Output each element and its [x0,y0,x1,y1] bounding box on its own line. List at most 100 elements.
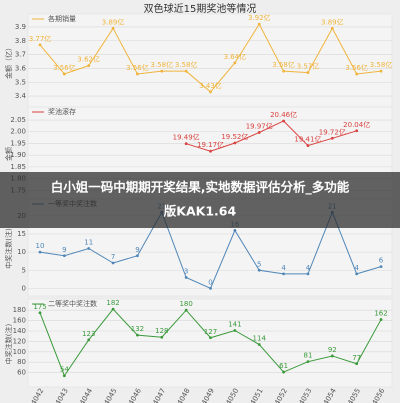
value-label: 9 [135,246,139,254]
point [62,254,66,258]
value-label: 3.64亿 [224,52,247,61]
point [184,276,188,279]
value-label: 92 [328,346,337,354]
value-label: 19.41亿 [294,135,321,144]
y-axis-label: 中奖注数(注) [4,324,13,365]
value-label: 77 [352,354,361,362]
y-tick-label: 5 [22,266,26,274]
point [209,149,212,153]
value-label: 127 [204,328,217,336]
value-label: 162 [374,310,387,318]
value-label: 4 [306,264,311,272]
point [257,131,261,134]
point [355,272,359,276]
point [87,64,91,68]
value-label: 11 [84,239,93,247]
value-label: 19.52亿 [221,132,248,141]
point [87,247,91,250]
value-label: 19.49亿 [173,133,200,142]
point [184,308,188,312]
point [233,228,237,232]
y-tick-label: 2.05 [10,116,26,124]
point [209,90,212,94]
point [330,354,334,358]
value-label: 3.58亿 [370,60,393,69]
value-label: 20.04亿 [343,120,370,129]
y-tick-label: 120 [13,337,26,345]
legend-label: 奖池滚存 [48,107,76,116]
point [209,286,212,290]
banner-background [0,172,400,228]
value-label: 4 [281,264,286,272]
legend-label: 各期销量 [48,14,76,23]
y-axis-label: 金额 [4,147,13,161]
value-label: 128 [155,327,168,335]
y-tick-label: 15 [17,230,26,238]
legend-label: 二等奖中奖注数 [48,299,97,308]
y-tick-label: 1.85 [10,163,26,171]
value-label: 6 [379,257,384,265]
point [233,329,237,332]
value-label: 10 [36,242,45,250]
plot-area [27,298,393,388]
point [355,129,359,133]
point [379,69,383,73]
value-label: 114 [253,335,267,343]
value-label: 180 [179,300,192,308]
value-label: 3.43亿 [199,81,222,90]
value-label: 123 [82,330,95,338]
y-tick-label: 0 [22,284,26,292]
value-label: 3.56亿 [53,63,76,72]
point [306,144,310,147]
chart-title: 双色球近15期奖池等情况 [144,2,257,15]
value-label: 54 [60,366,69,374]
value-label: 81 [303,352,312,360]
point [330,136,334,140]
point [209,336,212,340]
point [282,370,285,374]
value-label: 9 [62,246,66,254]
value-label: 3.89亿 [321,17,344,26]
point [136,72,139,76]
value-label: 3.58亿 [151,60,174,69]
point [184,69,188,73]
point [306,360,310,364]
y-tick-label: 3.5 [15,78,26,86]
y-tick-label: 160 [13,317,26,325]
value-label: 3.89亿 [102,17,125,26]
point [136,333,139,337]
point [257,268,261,272]
y-axis-label: 金额（亿） [4,44,13,79]
value-label: 4 [354,264,359,272]
value-label: 175 [33,303,46,311]
point [62,72,66,76]
y-tick-label: 60 [17,369,26,377]
value-label: 3.56亿 [345,63,368,72]
point [330,26,334,30]
value-label: 132 [131,325,144,333]
point [282,119,285,123]
point [184,142,188,146]
point [379,318,383,321]
value-label: 182 [106,299,119,307]
point [136,254,139,258]
value-label: 3.56亿 [126,63,149,72]
y-axis-label: 中奖注数(注) [4,228,13,269]
point [355,362,359,366]
point [282,272,285,276]
point [38,250,42,254]
y-tick-label: 3.7 [15,51,26,59]
y-tick-label: 2.00 [10,128,26,136]
y-tick-label: 180 [13,306,26,314]
y-tick-label: 80 [17,358,26,366]
value-label: 61 [279,362,288,370]
point [160,335,164,339]
banner-text: 版KAK1.64 [164,204,237,219]
y-tick-label: 1.90 [10,151,26,159]
y-tick-label: 3.6 [15,64,27,72]
value-label: 3.58亿 [272,60,295,69]
value-label: 5 [257,260,261,268]
value-label: 3.57亿 [297,62,320,71]
value-label: 20.46亿 [270,110,297,119]
point [111,261,115,265]
